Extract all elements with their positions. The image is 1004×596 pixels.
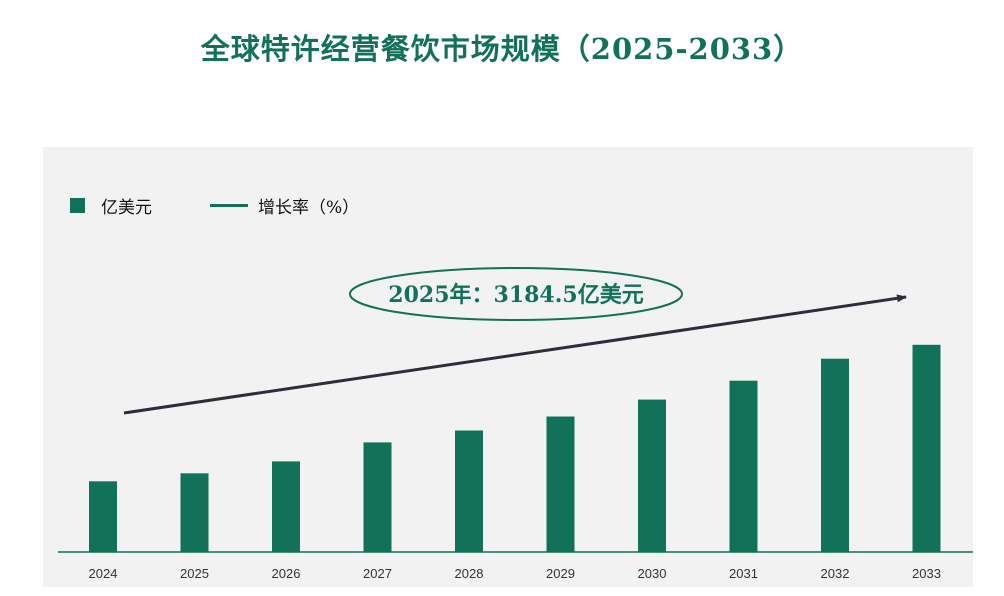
- legend-swatch-line: [210, 204, 248, 207]
- x-tick-label-2024: 2024: [89, 566, 118, 581]
- legend-item-line: 增长率（%）: [210, 193, 359, 218]
- trend-arrow: [123, 294, 907, 415]
- x-tick-label-2027: 2027: [363, 566, 392, 581]
- x-tick-labels: 2024 2025 2026 2027 2028 2029 2030 2031 2032 2033: [89, 566, 941, 581]
- bar-2031: [729, 380, 758, 552]
- x-tick-label-2033: 2033: [912, 566, 941, 581]
- x-tick-label-2030: 2030: [638, 566, 667, 581]
- x-tick-label-2029: 2029: [546, 566, 575, 581]
- x-tick-label-2026: 2026: [272, 566, 301, 581]
- bar-2026: [272, 461, 300, 552]
- legend: 亿美元 增长率（%）: [70, 193, 359, 218]
- x-tick-label-2028: 2028: [455, 566, 484, 581]
- bar-series: [89, 344, 941, 552]
- bar-2025: [180, 473, 209, 552]
- bar-2028: [455, 430, 483, 552]
- legend-item-bar: 亿美元: [70, 193, 152, 218]
- callout-ellipse: [349, 267, 683, 321]
- bar-2027: [363, 442, 392, 552]
- bar-2030: [638, 399, 666, 552]
- bar-2024: [89, 481, 117, 552]
- bar-2029: [546, 416, 575, 552]
- legend-label-line: 增长率（%）: [258, 198, 360, 218]
- x-tick-label-2025: 2025: [180, 566, 209, 581]
- chart-title: 全球特许经营餐饮市场规模（2025-2033）: [200, 32, 804, 66]
- callout-text: 2025年：3184.5亿美元: [388, 282, 643, 308]
- legend-label-bar: 亿美元: [101, 198, 152, 218]
- x-tick-label-2031: 2031: [729, 566, 758, 581]
- x-tick-label-2032: 2032: [821, 566, 850, 581]
- legend-swatch-bar: [70, 198, 85, 213]
- bar-2032: [821, 358, 849, 552]
- bar-2033: [912, 344, 941, 552]
